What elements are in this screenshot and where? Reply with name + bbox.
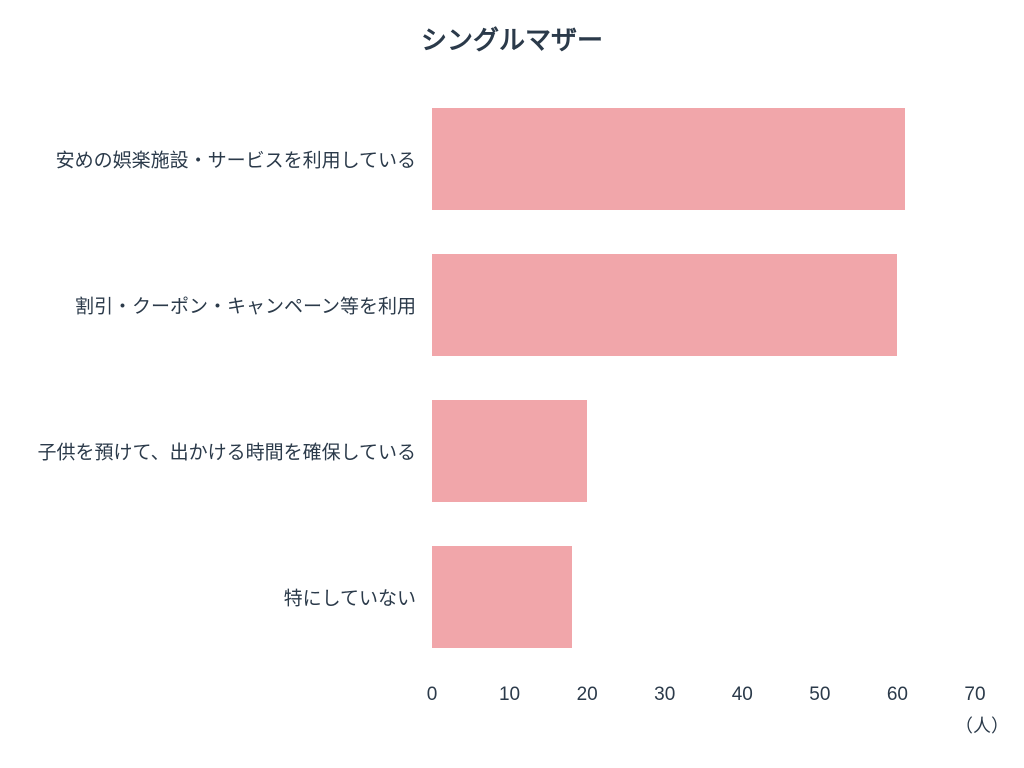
y-axis-category-label: 割引・クーポン・キャンペーン等を利用 [75,292,416,319]
chart-title: シングルマザー [0,20,1024,57]
x-axis-tick-label: 40 [732,684,753,706]
bar [432,254,897,356]
x-axis-tick-label: 70 [964,684,985,706]
bar [432,108,905,210]
bar [432,400,587,502]
x-axis-tick-label: 10 [499,684,520,706]
y-axis-category-label: 子供を預けて、出かける時間を確保している [38,438,416,465]
chart-plot-area: 安めの娯楽施設・サービスを利用している割引・クーポン・キャンペーン等を利用子供を… [432,86,975,670]
chart-plot: 安めの娯楽施設・サービスを利用している割引・クーポン・キャンペーン等を利用子供を… [432,86,975,670]
bar [432,546,572,648]
x-axis-tick-label: 0 [427,684,438,706]
x-axis-tick-label: 60 [887,684,908,706]
x-axis-label: （人） [955,712,1009,738]
x-axis-tick-label: 30 [654,684,675,706]
y-axis-category-label: 安めの娯楽施設・サービスを利用している [56,146,416,173]
x-axis-tick-label: 50 [809,684,830,706]
y-axis-category-label: 特にしていない [284,584,416,611]
x-axis-tick-label: 20 [577,684,598,706]
